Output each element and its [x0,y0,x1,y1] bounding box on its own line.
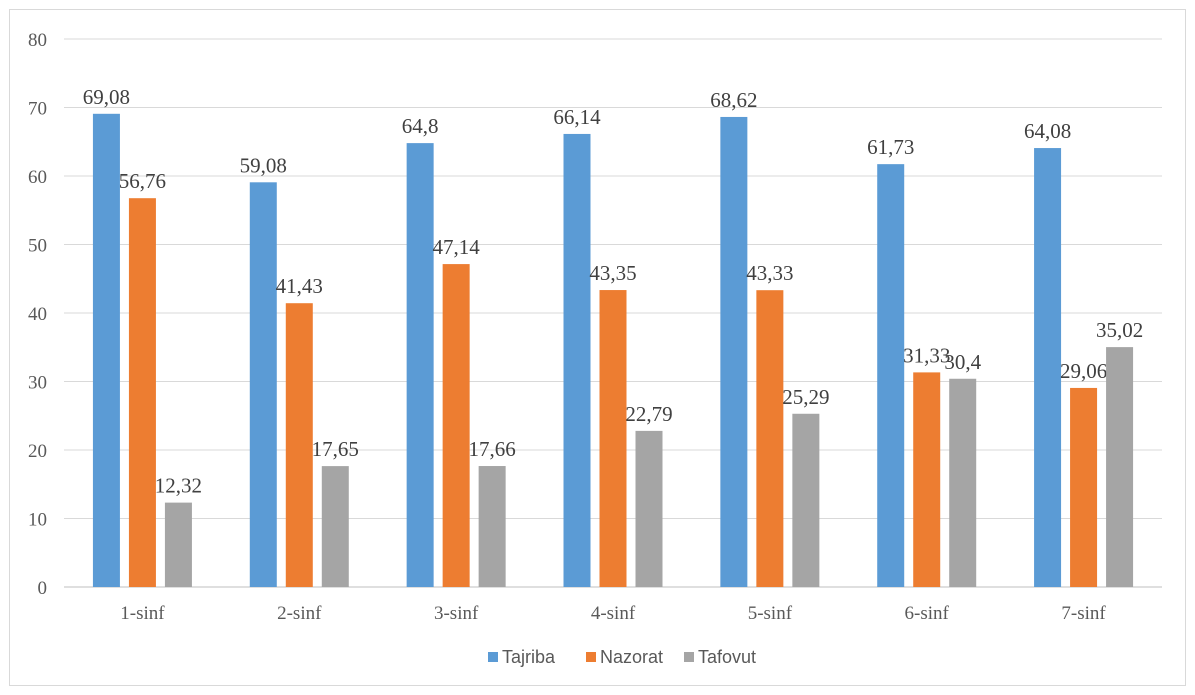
bar-tajriba-4-sinf [563,133,591,588]
y-tick-label: 20 [28,441,47,462]
y-tick-label: 60 [28,167,47,188]
data-label: 66,14 [553,105,601,129]
bar-nazorat-5-sinf [756,290,784,587]
data-label: 68,62 [710,88,757,112]
data-label: 41,43 [276,274,323,298]
data-label: 29,06 [1060,359,1107,383]
data-label: 69,08 [83,85,130,109]
y-tick-label: 80 [28,30,47,51]
y-tick-label: 10 [28,510,47,531]
bar-nazorat-3-sinf [442,264,470,587]
legend-label: Nazorat [600,647,663,667]
y-tick-label: 50 [28,236,47,257]
bar-tajriba-2-sinf [249,182,277,587]
category-label: 4-sinf [591,603,636,624]
bar-nazorat-7-sinf [1070,387,1098,587]
data-label: 47,14 [433,235,481,259]
data-label: 17,65 [312,437,359,461]
bar-tafovut-1-sinf [164,502,192,587]
bar-tafovut-7-sinf [1106,347,1134,587]
legend-swatch [586,652,596,662]
data-label: 12,32 [155,474,202,498]
bar-tafovut-5-sinf [792,413,820,587]
data-label: 25,29 [782,385,829,409]
data-label: 61,73 [867,135,914,159]
y-tick-label: 70 [28,99,47,120]
y-tick-label: 0 [38,578,48,599]
bar-nazorat-2-sinf [285,303,313,587]
bar-tajriba-6-sinf [877,164,905,587]
legend-label: Tajriba [502,647,556,667]
bar-tafovut-4-sinf [635,430,663,587]
legend-swatch [684,652,694,662]
category-label: 2-sinf [277,603,322,624]
data-label: 43,33 [746,261,793,285]
y-tick-label: 40 [28,304,47,325]
y-tick-label: 30 [28,373,47,394]
data-label: 43,35 [589,261,636,285]
bar-nazorat-1-sinf [128,198,156,587]
bar-tajriba-1-sinf [92,113,120,587]
bar-nazorat-6-sinf [913,372,941,587]
category-label: 7-sinf [1061,603,1106,624]
data-label: 22,79 [625,402,672,426]
bar-tajriba-5-sinf [720,116,748,587]
bar-nazorat-4-sinf [599,290,627,587]
bar-tajriba-3-sinf [406,143,434,587]
data-label: 64,8 [402,114,439,138]
bar-tafovut-6-sinf [949,378,977,587]
bar-tajriba-7-sinf [1034,148,1062,587]
category-label: 1-sinf [120,603,165,624]
data-label: 59,08 [240,153,287,177]
bar-tafovut-3-sinf [478,466,506,587]
chart-frame [9,9,1186,686]
data-label: 35,02 [1096,318,1143,342]
category-label: 5-sinf [748,603,793,624]
category-label: 6-sinf [905,603,950,624]
data-label: 17,66 [469,437,516,461]
data-label: 56,76 [119,169,166,193]
data-label: 31,33 [903,343,950,367]
data-label: 64,08 [1024,119,1071,143]
legend-swatch [488,652,498,662]
legend-label: Tafovut [698,647,756,667]
bar-tafovut-2-sinf [321,466,349,587]
data-label: 30,4 [944,350,981,374]
category-label: 3-sinf [434,603,479,624]
